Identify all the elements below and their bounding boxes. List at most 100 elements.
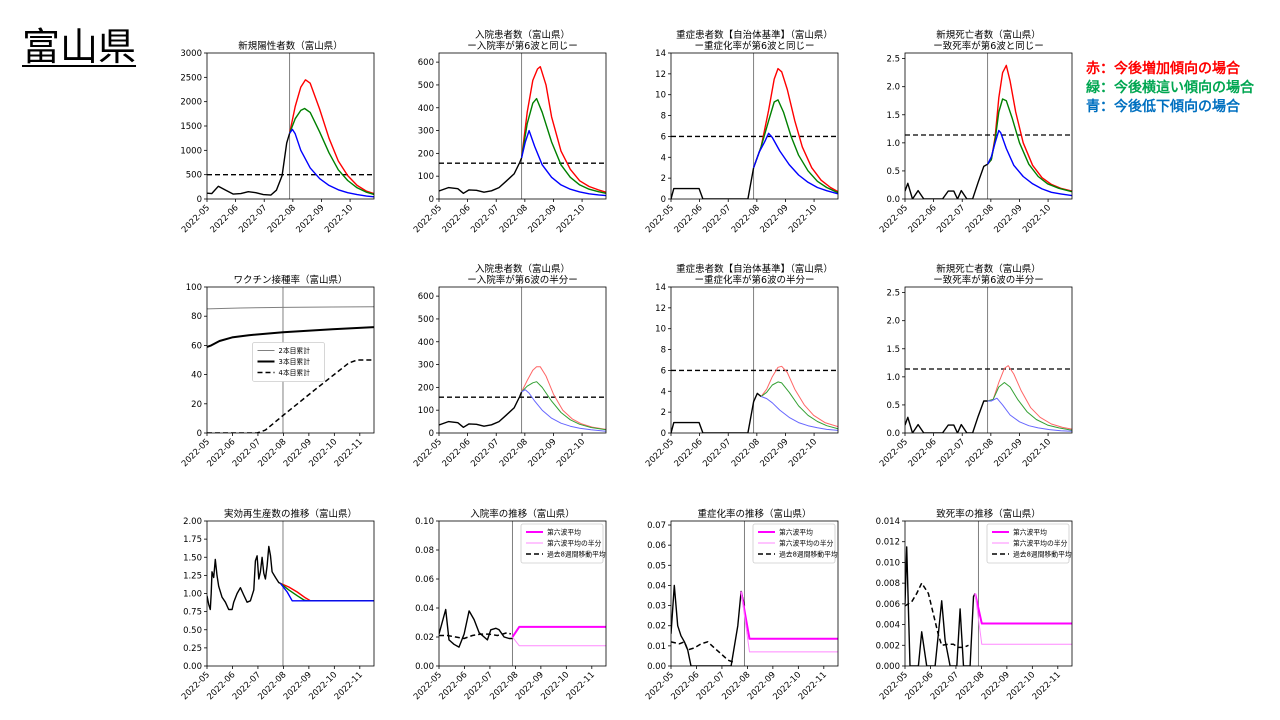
y-tick-label: 500 [186, 171, 202, 181]
y-tick-label: 0 [197, 195, 202, 205]
x-tick-label: 2022-09 [992, 437, 1024, 469]
plot-area [207, 521, 374, 666]
series-line [280, 582, 374, 602]
series-line [905, 582, 969, 649]
y-tick-label: 1.50 [183, 553, 202, 563]
y-tick-label: 200 [418, 149, 434, 159]
plot-area [905, 53, 1072, 199]
chart-title: 実効再生産数の推移（富山県） [224, 508, 357, 520]
y-tick-label: 6 [661, 366, 666, 376]
series-line [521, 366, 606, 430]
x-tick-label: 2022-08 [964, 437, 996, 469]
x-tick-label: 2022-06 [907, 203, 939, 235]
chart-severe-half: 重症患者数【自治体基準】（富山県）ー重症化率が第6波の半分ー 0 2 4 6 8 10 12 1… [644, 263, 839, 469]
plot-frame [206, 520, 375, 667]
y-tick-label: 0.00 [647, 662, 666, 672]
y-tick-label: 4 [661, 387, 666, 397]
series-line [280, 582, 374, 602]
x-tick-label: 2022-06 [209, 203, 241, 235]
series-line [511, 625, 606, 638]
y-tick-label: 1500 [180, 122, 202, 132]
x-tick-label: 2022-05 [644, 437, 676, 469]
series-line [207, 545, 281, 611]
y-tick-label: 1000 [180, 146, 202, 156]
y-tick-label: 0.00 [183, 662, 202, 672]
plot-area [671, 53, 838, 199]
y-tick-label: 1.00 [183, 590, 202, 600]
x-tick-label: 2022-07 [237, 203, 269, 235]
chart-hosp-same: 入院患者数（富山県）ー入院率が第6波と同じー 0 100 200 300 400 500 60… [412, 29, 607, 235]
x-tick-label: 2022-07 [935, 437, 967, 469]
series-line [439, 631, 512, 640]
x-tick-label: 2022-08 [498, 437, 530, 469]
series-line [987, 382, 1072, 431]
y-tick-label: 100 [186, 283, 202, 293]
series-line [987, 98, 1072, 193]
y-tick-label: 1.75 [183, 535, 202, 545]
legend-label: 第六波平均の半分 [779, 539, 834, 548]
y-tick-label: 0.75 [183, 608, 202, 618]
plot-area [439, 287, 606, 433]
x-tick-label: 2022-05 [644, 203, 676, 235]
series-line [752, 67, 838, 193]
series-line [740, 591, 838, 653]
plot-frame [904, 520, 1073, 667]
y-tick-label: 100 [418, 406, 434, 416]
series-line [207, 133, 291, 196]
chart-deaths-same: 新規死亡者数（富山県）ー致死率が第6波と同じー 0.0 0.5 1.0 1.5 2.0 2.… [878, 29, 1073, 235]
x-tick-label: 2022-08 [266, 203, 298, 235]
series-line [987, 397, 1072, 432]
x-tick-label: 2022-11 [333, 670, 365, 702]
y-tick-label: 0.008 [876, 579, 900, 589]
series-line [439, 391, 523, 428]
y-tick-label: 2500 [180, 73, 202, 83]
x-tick-label: 2022-10 [555, 437, 587, 469]
x-tick-label: 2022-07 [469, 437, 501, 469]
chart-title: 新規死亡者数（富山県） [936, 263, 1041, 275]
y-tick-label: 0.006 [876, 600, 900, 610]
legend-box [520, 523, 604, 564]
series-line [207, 359, 374, 433]
x-tick-label: 2022-11 [1031, 670, 1063, 702]
y-tick-label: 0.04 [647, 581, 666, 591]
chart-title: 重症化率の推移（富山県） [697, 508, 811, 520]
y-tick-label: 0 [197, 429, 202, 439]
plot-area [671, 287, 838, 433]
x-tick-label: 2022-06 [673, 437, 705, 469]
y-tick-label: 300 [418, 361, 434, 371]
y-tick-label: 500 [418, 81, 434, 91]
y-tick-label: 0.10 [415, 517, 434, 527]
y-tick-label: 2.00 [183, 517, 202, 527]
plot-frame [438, 286, 607, 434]
plot-frame [206, 52, 375, 200]
chart-deaths-half: 新規死亡者数（富山県）ー致死率が第6波の半分ー 0.0 0.5 1.0 1.5 2.0 2.… [878, 263, 1073, 469]
chart-rt: 実効再生産数の推移（富山県） 0.00 0.25 0.50 0.75 1.00 1.25 1.… [180, 508, 375, 702]
chart-title: 重症患者数【自治体基準】（富山県） [676, 29, 833, 41]
y-tick-label: 8 [661, 112, 666, 122]
y-tick-label: 0.06 [415, 575, 434, 585]
x-tick-label: 2022-05 [878, 437, 910, 469]
x-tick-label: 2022-06 [441, 203, 473, 235]
plot-area [905, 521, 1072, 666]
x-tick-label: 2022-10 [787, 437, 819, 469]
y-tick-label: 2.5 [886, 289, 900, 299]
y-tick-label: 0.000 [876, 662, 900, 672]
series-line [752, 132, 838, 195]
series-line [760, 365, 838, 428]
y-tick-label: 1.25 [183, 571, 202, 581]
y-tick-label: 4 [661, 153, 666, 163]
legend-label: 4本目累計 [279, 368, 311, 377]
y-tick-label: 14 [655, 283, 666, 293]
x-tick-label: 2022-10 [1021, 203, 1053, 235]
y-tick-label: 0.50 [183, 626, 202, 636]
plot-frame [438, 52, 607, 200]
legend-label: 第六波平均 [547, 528, 581, 537]
x-tick-label: 2022-06 [441, 437, 473, 469]
chart-title: ー重症化率が第6波と同じー [694, 40, 814, 52]
x-tick-label: 2022-11 [333, 437, 365, 469]
x-tick-label: 2022-05 [878, 203, 910, 235]
legend-label: 過去8週間移動平均 [547, 550, 606, 559]
y-tick-label: 0.5 [886, 167, 900, 177]
x-tick-label: 2022-05 [412, 437, 444, 469]
